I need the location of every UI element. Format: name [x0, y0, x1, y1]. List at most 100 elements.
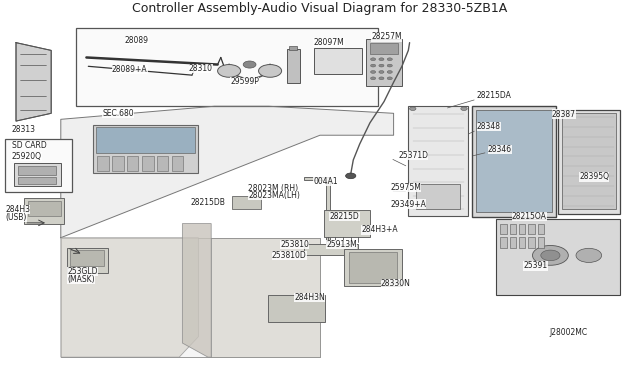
- Circle shape: [541, 250, 560, 261]
- Bar: [93, 125, 198, 173]
- Bar: [509, 237, 516, 248]
- Bar: [416, 184, 460, 209]
- Text: 28089+A: 28089+A: [112, 65, 148, 74]
- Polygon shape: [304, 177, 358, 255]
- Bar: [5, 139, 72, 192]
- Text: 253GLD: 253GLD: [67, 267, 98, 276]
- Polygon shape: [16, 43, 51, 121]
- Circle shape: [387, 64, 392, 67]
- Text: 28089: 28089: [125, 36, 149, 45]
- Text: (USB): (USB): [5, 213, 26, 222]
- Circle shape: [461, 107, 467, 110]
- Bar: [18, 166, 56, 175]
- Text: 28330N: 28330N: [381, 279, 411, 288]
- Text: SD CARD: SD CARD: [12, 141, 46, 150]
- Polygon shape: [61, 238, 198, 357]
- Text: 284H3: 284H3: [5, 205, 30, 214]
- Bar: [476, 110, 552, 212]
- Bar: [76, 29, 378, 106]
- Text: SEC.680: SEC.680: [102, 109, 134, 118]
- Bar: [500, 237, 507, 248]
- Circle shape: [346, 173, 356, 179]
- Bar: [96, 128, 195, 153]
- Bar: [287, 49, 300, 83]
- Polygon shape: [61, 238, 320, 357]
- Bar: [562, 113, 616, 209]
- Circle shape: [387, 58, 392, 61]
- Bar: [289, 46, 297, 50]
- Bar: [97, 156, 109, 170]
- Circle shape: [371, 58, 376, 61]
- Text: 28215DB: 28215DB: [191, 198, 225, 207]
- Bar: [370, 43, 398, 54]
- Bar: [24, 198, 64, 224]
- Text: 25920Q: 25920Q: [12, 152, 42, 161]
- Bar: [558, 110, 620, 214]
- Bar: [14, 163, 61, 186]
- Bar: [172, 156, 183, 170]
- Bar: [496, 219, 620, 295]
- Circle shape: [259, 65, 282, 77]
- Circle shape: [243, 61, 256, 68]
- Bar: [472, 106, 556, 217]
- Text: 29599P: 29599P: [230, 77, 259, 86]
- Circle shape: [532, 246, 568, 265]
- Circle shape: [379, 77, 384, 80]
- Circle shape: [371, 71, 376, 73]
- Text: J28002MC: J28002MC: [549, 328, 588, 337]
- Text: 28310: 28310: [189, 64, 212, 73]
- Text: 28215DA: 28215DA: [477, 91, 511, 100]
- Circle shape: [218, 65, 241, 77]
- Text: 253810: 253810: [280, 240, 309, 249]
- Circle shape: [371, 64, 376, 67]
- Polygon shape: [61, 106, 394, 238]
- Text: Controller Assembly-Audio Visual Diagram for 28330-5ZB1A: Controller Assembly-Audio Visual Diagram…: [132, 2, 508, 15]
- Circle shape: [371, 77, 376, 80]
- Text: 28023M (RH): 28023M (RH): [248, 184, 298, 193]
- Bar: [538, 237, 544, 248]
- Bar: [408, 106, 468, 216]
- Bar: [314, 48, 362, 74]
- Text: 28215OA: 28215OA: [512, 212, 547, 221]
- Circle shape: [379, 58, 384, 61]
- Bar: [268, 295, 325, 322]
- Bar: [344, 249, 402, 286]
- Text: 28023MA(LH): 28023MA(LH): [248, 191, 300, 200]
- Text: 29349+A: 29349+A: [390, 200, 426, 209]
- Circle shape: [576, 248, 602, 263]
- Circle shape: [410, 107, 416, 110]
- Bar: [500, 224, 507, 234]
- Bar: [28, 201, 61, 216]
- Circle shape: [379, 64, 384, 67]
- Bar: [157, 156, 168, 170]
- Bar: [232, 196, 261, 209]
- Circle shape: [379, 71, 384, 73]
- Text: 284H3+A: 284H3+A: [362, 225, 398, 234]
- Bar: [112, 156, 124, 170]
- Bar: [519, 224, 525, 234]
- Text: 28395Q: 28395Q: [579, 173, 609, 182]
- Circle shape: [387, 71, 392, 73]
- Bar: [529, 224, 535, 234]
- Bar: [70, 250, 104, 266]
- Bar: [142, 156, 154, 170]
- Text: 25391: 25391: [524, 262, 548, 270]
- Text: 28313: 28313: [12, 125, 35, 134]
- Text: 28346: 28346: [488, 145, 512, 154]
- Polygon shape: [211, 238, 320, 357]
- Bar: [67, 248, 108, 273]
- Text: 28387: 28387: [552, 109, 576, 119]
- Text: 284H3N: 284H3N: [294, 293, 325, 302]
- Polygon shape: [182, 224, 211, 357]
- Bar: [349, 252, 397, 283]
- Bar: [127, 156, 138, 170]
- Bar: [529, 237, 535, 248]
- Bar: [509, 224, 516, 234]
- Text: 28257M: 28257M: [371, 32, 402, 41]
- Text: 25371D: 25371D: [398, 151, 428, 160]
- Bar: [538, 224, 544, 234]
- Circle shape: [387, 77, 392, 80]
- Bar: [366, 39, 402, 86]
- Text: 28097M: 28097M: [314, 38, 344, 47]
- Bar: [324, 210, 370, 237]
